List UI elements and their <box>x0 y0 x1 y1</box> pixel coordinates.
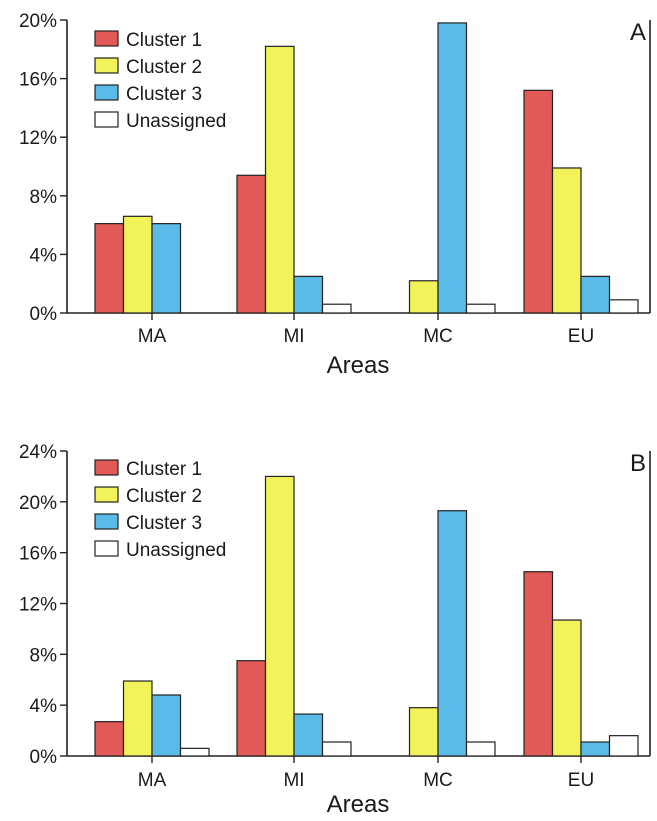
legend-label-cluster-3: Cluster 3 <box>126 513 202 534</box>
x-tick-label-mi: MI <box>283 770 304 791</box>
y-tick-label: 0% <box>30 304 58 325</box>
legend: Cluster 1 Cluster 2 Cluster 3 Unassigned <box>94 459 226 561</box>
x-tick-label-eu: EU <box>568 326 594 347</box>
bar-cluster-1-eu <box>523 89 554 314</box>
bar-unassigned-mc <box>465 303 496 314</box>
legend-swatch-cluster-1 <box>94 30 119 47</box>
legend-swatch-cluster-3 <box>94 513 119 530</box>
y-tick-label: 8% <box>30 645 58 666</box>
bar-cluster-2-ma <box>122 680 153 757</box>
bar-cluster-2-mi <box>264 45 295 314</box>
bar-cluster-1-mi <box>236 660 267 757</box>
bar-unassigned-eu <box>608 299 639 314</box>
bar-unassigned-mi <box>321 741 352 757</box>
bar-unassigned-mc <box>465 741 496 757</box>
x-tick-label-eu: EU <box>568 770 594 791</box>
x-axis-title: Areas <box>327 352 390 379</box>
bar-cluster-2-ma <box>122 215 153 314</box>
legend-label-cluster-3: Cluster 3 <box>126 84 202 105</box>
bar-cluster-1-eu <box>523 571 554 757</box>
bar-cluster-3-eu <box>580 275 611 314</box>
y-tick-label: 12% <box>19 128 57 149</box>
bar-cluster-2-mc <box>408 707 439 757</box>
bar-cluster-1-ma <box>94 223 125 314</box>
x-tick-label-mc: MC <box>423 770 453 791</box>
x-tick-label-ma: MA <box>138 770 167 791</box>
panel-label: B <box>630 450 646 477</box>
bar-cluster-3-eu <box>580 741 611 757</box>
y-tick-label: 20% <box>19 11 57 32</box>
y-tick-label: 16% <box>19 70 57 91</box>
y-tick-label: 20% <box>19 493 57 514</box>
x-tick-label-ma: MA <box>138 326 167 347</box>
bar-cluster-3-mc <box>437 22 468 314</box>
bar-cluster-2-mc <box>408 280 439 314</box>
x-tick-label-mi: MI <box>283 326 304 347</box>
legend-swatch-cluster-2 <box>94 57 119 74</box>
y-tick-label: 24% <box>19 442 57 463</box>
bar-cluster-1-mi <box>236 174 267 314</box>
y-tick-label: 4% <box>30 245 58 266</box>
bar-cluster-1-ma <box>94 721 125 757</box>
legend-label-cluster-2: Cluster 2 <box>126 486 202 507</box>
bar-cluster-2-mi <box>264 475 295 757</box>
legend-swatch-cluster-1 <box>94 459 119 476</box>
bar-cluster-2-eu <box>551 167 582 314</box>
bar-cluster-3-mi <box>293 713 324 757</box>
bar-cluster-3-mi <box>293 275 324 314</box>
legend-label-unassigned: Unassigned <box>126 540 226 561</box>
legend-swatch-cluster-3 <box>94 84 119 101</box>
y-tick-label: 16% <box>19 544 57 565</box>
legend: Cluster 1 Cluster 2 Cluster 3 Unassigned <box>94 30 226 132</box>
y-tick-label: 12% <box>19 595 57 616</box>
legend-label-cluster-1: Cluster 1 <box>126 30 202 51</box>
bar-cluster-3-ma <box>151 694 182 757</box>
legend-swatch-cluster-2 <box>94 486 119 503</box>
x-tick-label-mc: MC <box>423 326 453 347</box>
bar-unassigned-mi <box>321 303 352 314</box>
y-tick-label: 4% <box>30 696 58 717</box>
legend-label-cluster-1: Cluster 1 <box>126 459 202 480</box>
x-axis-title: Areas <box>327 791 390 816</box>
bar-unassigned-ma <box>179 747 210 757</box>
legend-swatch-unassigned <box>94 111 119 128</box>
bar-cluster-3-mc <box>437 510 468 757</box>
y-tick-label: 0% <box>30 747 58 768</box>
panel-label: A <box>630 19 646 46</box>
bar-unassigned-eu <box>608 735 639 757</box>
bar-cluster-3-ma <box>151 223 182 314</box>
legend-label-cluster-2: Cluster 2 <box>126 57 202 78</box>
legend-label-unassigned: Unassigned <box>126 111 226 132</box>
y-tick-label: 8% <box>30 187 58 208</box>
bar-cluster-2-eu <box>551 619 582 757</box>
legend-swatch-unassigned <box>94 540 119 557</box>
